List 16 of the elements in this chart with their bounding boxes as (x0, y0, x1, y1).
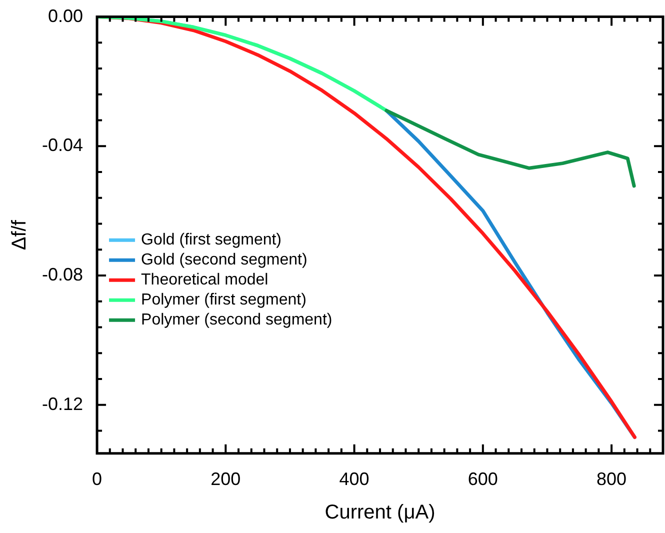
y-tick-label: 0.00 (48, 6, 84, 26)
y-axis-title: Δf/f (8, 220, 31, 250)
y-tick-label: -0.08 (42, 264, 84, 284)
x-tick-label: 600 (468, 469, 498, 490)
y-tick-label: -0.12 (42, 394, 84, 414)
legend-label: Theoretical model (141, 272, 268, 289)
legend-label: Polymer (second segment) (141, 312, 332, 329)
x-tick-label: 800 (596, 469, 627, 490)
y-tick-label: -0.04 (42, 135, 84, 156)
legend-label: Gold (first segment) (141, 232, 282, 249)
legend-label: Polymer (first segment) (141, 292, 306, 309)
x-tick-label: 200 (210, 469, 241, 490)
x-tick-label: 400 (339, 469, 370, 490)
x-tick-label: 0 (92, 469, 102, 490)
legend-label: Gold (second segment) (141, 252, 308, 269)
x-axis-title: Current (μA) (324, 502, 436, 524)
